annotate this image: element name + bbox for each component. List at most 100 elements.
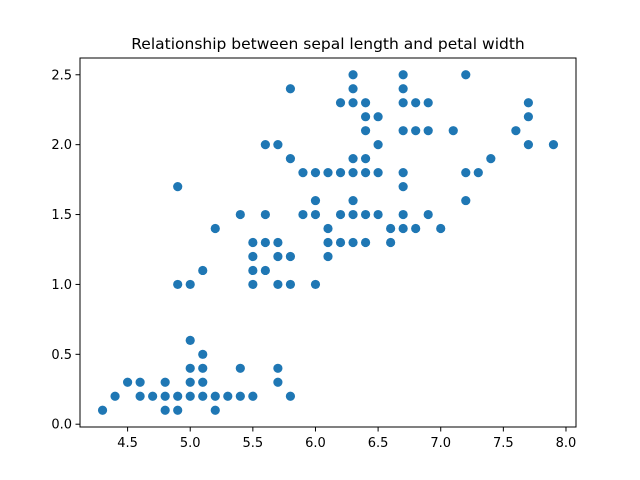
data-point: [348, 209, 358, 220]
data-point: [398, 223, 408, 234]
data-point: [210, 405, 220, 415]
data-point: [235, 363, 245, 373]
data-point: [298, 209, 308, 220]
data-point: [486, 154, 496, 164]
data-point: [411, 223, 421, 234]
y-tick-label: 2.5: [51, 68, 72, 83]
data-point: [223, 391, 233, 401]
x-tick-label: 6.5: [368, 436, 389, 451]
data-point: [173, 181, 183, 192]
data-point: [323, 251, 333, 262]
y-tick-label: 1.5: [51, 208, 72, 223]
data-point: [373, 140, 383, 150]
data-point: [160, 405, 170, 415]
x-tick-label: 5.0: [180, 436, 201, 451]
data-point: [511, 126, 521, 136]
data-point: [123, 377, 133, 387]
chart-title: Relationship between sepal length and pe…: [131, 35, 525, 53]
data-point: [260, 265, 270, 276]
data-point: [173, 279, 183, 290]
data-point: [248, 391, 258, 401]
data-point: [135, 391, 145, 401]
points-layer: [97, 70, 559, 415]
x-axis: 4.5 5.0 5.5 6.0 6.5 7.0 7.5 8.0: [117, 427, 576, 451]
data-point: [348, 168, 358, 178]
data-point: [360, 209, 371, 220]
data-point: [173, 405, 183, 415]
data-point: [411, 126, 421, 136]
data-point: [473, 168, 483, 178]
data-point: [335, 168, 346, 178]
data-point: [436, 223, 446, 234]
data-point: [348, 237, 358, 248]
data-point: [360, 237, 371, 248]
data-point: [348, 154, 358, 164]
data-point: [398, 168, 408, 178]
data-point: [523, 112, 534, 122]
data-point: [260, 140, 270, 150]
data-point: [360, 154, 371, 164]
data-point: [273, 377, 283, 387]
data-point: [348, 70, 358, 80]
data-point: [310, 195, 321, 206]
data-point: [285, 251, 296, 262]
data-point: [273, 140, 283, 150]
data-point: [398, 209, 408, 220]
data-point: [461, 70, 471, 80]
data-point: [235, 209, 245, 220]
data-point: [373, 168, 383, 178]
data-point: [273, 251, 283, 262]
data-point: [398, 126, 408, 136]
data-point: [285, 391, 296, 401]
data-point: [148, 391, 158, 401]
data-point: [335, 98, 346, 108]
data-point: [423, 209, 433, 220]
data-point: [198, 363, 208, 373]
data-point: [523, 98, 534, 108]
data-point: [360, 168, 371, 178]
x-tick-label: 5.5: [243, 436, 264, 451]
data-point: [273, 279, 283, 290]
data-point: [360, 126, 371, 136]
data-point: [310, 209, 321, 220]
data-point: [97, 405, 108, 415]
data-point: [348, 98, 358, 108]
data-point: [248, 265, 258, 276]
data-point: [323, 168, 333, 178]
data-point: [185, 363, 195, 373]
data-point: [360, 112, 371, 122]
data-point: [461, 168, 471, 178]
data-point: [523, 140, 534, 150]
data-point: [198, 377, 208, 387]
data-point: [398, 98, 408, 108]
data-point: [373, 112, 383, 122]
data-point: [448, 126, 458, 136]
data-point: [285, 84, 296, 94]
data-point: [423, 98, 433, 108]
data-point: [160, 377, 170, 387]
data-point: [185, 377, 195, 387]
data-point: [398, 70, 408, 80]
data-point: [373, 209, 383, 220]
data-point: [398, 84, 408, 94]
data-point: [273, 237, 283, 248]
data-point: [285, 154, 296, 164]
data-point: [248, 251, 258, 262]
x-tick-label: 7.5: [493, 436, 514, 451]
data-point: [198, 265, 208, 276]
data-point: [335, 237, 346, 248]
data-point: [273, 363, 283, 373]
y-tick-label: 2.0: [51, 138, 72, 153]
data-point: [185, 391, 195, 401]
x-tick-label: 6.0: [305, 436, 326, 451]
data-point: [235, 391, 245, 401]
y-axis: 0.0 0.5 1.0 1.5 2.0 2.5: [51, 68, 80, 433]
data-point: [210, 223, 220, 234]
data-point: [310, 168, 321, 178]
data-point: [185, 335, 195, 345]
data-point: [386, 223, 396, 234]
y-tick-label: 0.5: [51, 348, 72, 363]
data-point: [248, 237, 258, 248]
data-point: [323, 237, 333, 248]
